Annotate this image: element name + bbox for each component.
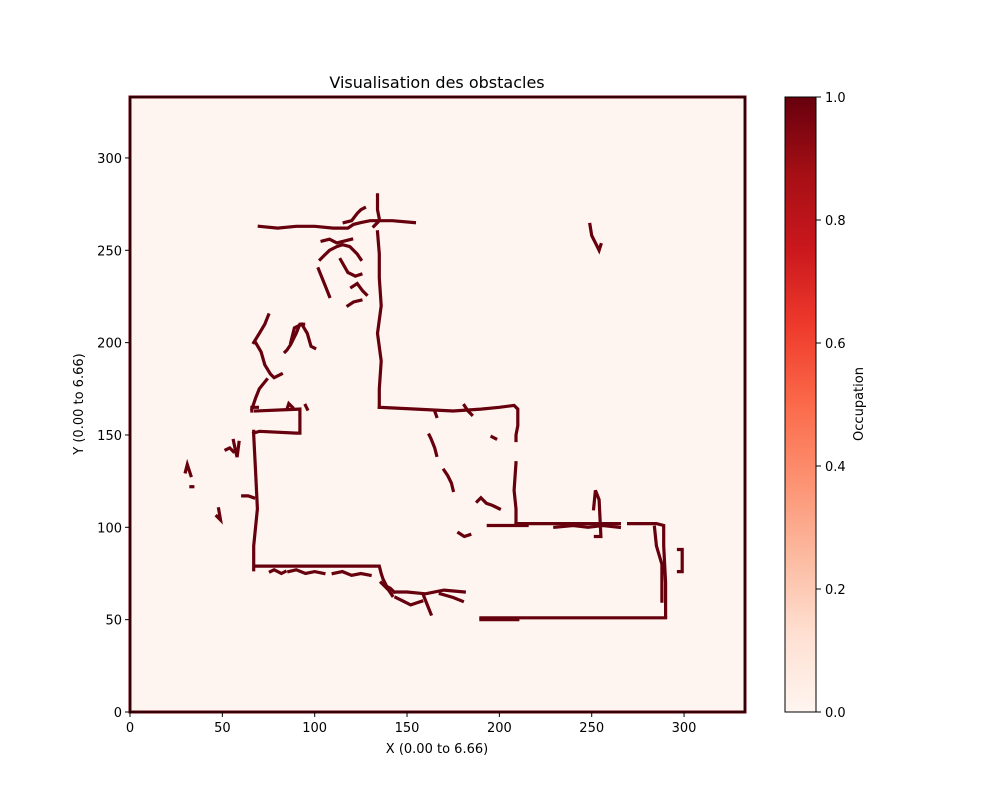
obstacle-50 <box>441 467 456 493</box>
obstacle-54 <box>553 523 622 530</box>
obstacle-28 <box>316 266 332 299</box>
obstacle-4 <box>375 230 383 409</box>
obstacle-34 <box>286 568 326 576</box>
x-tick-label: 100 <box>302 721 327 736</box>
obstacle-20 <box>375 193 382 221</box>
y-axis-ticks: 0 50 100 150 200 250 300 <box>97 152 130 721</box>
axes-border <box>129 96 746 713</box>
obstacle-40 <box>231 438 241 458</box>
x-tick-label: 150 <box>395 721 420 736</box>
obstacle-24 <box>251 312 271 345</box>
colorbar-tick-label: 0.6 <box>825 337 846 352</box>
obstacle-33 <box>268 568 288 576</box>
obstacle-0 <box>254 564 397 595</box>
obstacle-22 <box>249 377 269 412</box>
obstacle-6 <box>512 460 518 526</box>
obstacle-29 <box>338 257 363 278</box>
colorbar-label: Occupation <box>852 367 867 441</box>
x-tick-label: 300 <box>672 721 697 736</box>
obstacle-15 <box>676 547 684 574</box>
x-tick-label: 50 <box>214 721 231 736</box>
colorbar-tick-label: 0.8 <box>825 214 846 229</box>
obstacle-8 <box>626 521 668 618</box>
obstacle-39 <box>438 591 465 604</box>
y-tick-label: 50 <box>105 614 122 629</box>
obstacle-31 <box>345 298 363 308</box>
obstacle-51 <box>462 403 474 417</box>
colorbar-tick-label: 1.0 <box>825 91 846 106</box>
obstacle-52 <box>489 434 498 441</box>
colorbar <box>784 96 817 713</box>
x-tick-label: 0 <box>126 721 134 736</box>
plot-background <box>130 97 745 712</box>
obstacle-21 <box>342 205 367 225</box>
obstacle-44 <box>241 494 256 500</box>
obstacle-36 <box>378 580 395 598</box>
obstacle-14 <box>652 525 664 603</box>
chart-title: Visualisation des obstacles <box>329 73 544 92</box>
colorbar-tick-label: 0.0 <box>825 706 846 721</box>
y-tick-label: 150 <box>97 429 122 444</box>
obstacle-37 <box>393 595 424 607</box>
obstacle-32 <box>320 237 354 245</box>
obstacle-53 <box>456 530 472 539</box>
obstacle-47 <box>303 403 310 412</box>
obstacle-19 <box>371 219 417 229</box>
obstacle-16 <box>588 222 603 255</box>
obstacle-17 <box>591 489 603 539</box>
obstacle-45 <box>214 506 223 525</box>
obstacle-49 <box>427 432 439 458</box>
y-tick-label: 200 <box>97 337 122 352</box>
colorbar-ticks: 0.0 0.2 0.4 0.6 0.8 1.0 <box>816 91 846 721</box>
colorbar-tick-label: 0.2 <box>825 583 846 598</box>
obstacle-35 <box>331 569 372 578</box>
obstacle-27 <box>317 243 364 262</box>
obstacle-41 <box>223 445 236 454</box>
y-tick-label: 300 <box>97 152 122 167</box>
obstacle-26 <box>288 322 317 351</box>
x-axis-label: X (0.00 to 6.66) <box>386 742 488 757</box>
obstacle-46 <box>284 400 295 412</box>
obstacle-38 <box>421 593 434 617</box>
obstacle-18 <box>257 219 380 230</box>
y-tick-label: 250 <box>97 244 122 259</box>
colorbar-tick-label: 0.4 <box>825 460 846 475</box>
obstacle-42 <box>183 458 193 478</box>
obstacle-48 <box>432 408 439 419</box>
y-tick-label: 0 <box>114 706 122 721</box>
obstacle-13 <box>474 495 502 511</box>
x-axis-ticks: 0 50 100 150 200 250 300 <box>126 712 697 736</box>
y-axis-label: Y (0.00 to 6.66) <box>72 353 87 455</box>
x-tick-label: 200 <box>487 721 512 736</box>
y-tick-label: 100 <box>97 521 122 536</box>
obstacle-layer <box>183 193 684 622</box>
obstacle-23 <box>253 340 284 380</box>
obstacle-11 <box>392 588 467 596</box>
x-tick-label: 250 <box>579 721 604 736</box>
obstacle-30 <box>349 281 369 297</box>
